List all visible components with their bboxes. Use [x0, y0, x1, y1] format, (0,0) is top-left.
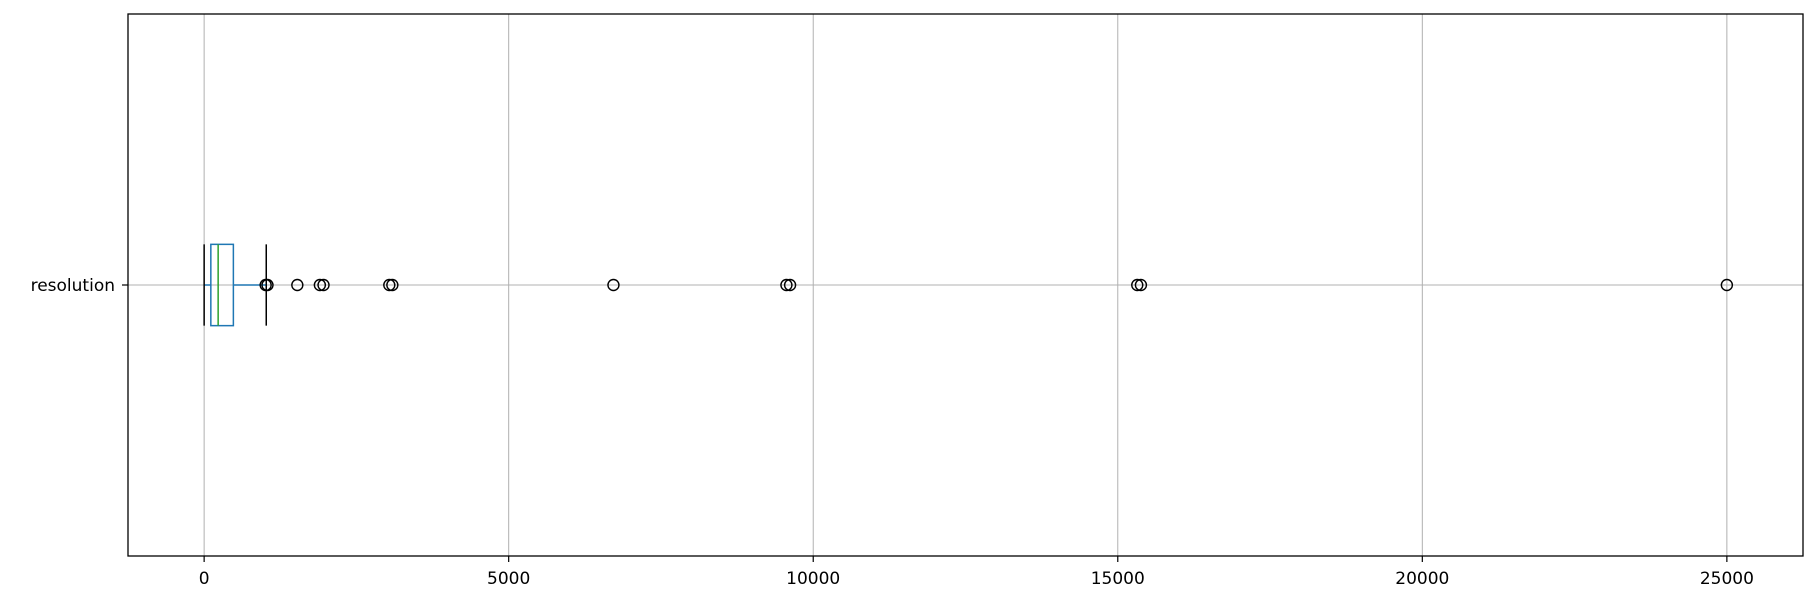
x-tick-label: 20000 [1395, 569, 1449, 589]
outlier-point [291, 278, 304, 292]
box-iqr [210, 243, 235, 327]
outlier-point [780, 278, 793, 292]
outlier-point [1134, 278, 1148, 292]
x-tick-label: 15000 [1091, 569, 1145, 589]
x-tick-label: 10000 [786, 569, 840, 589]
x-tick-label: 25000 [1700, 569, 1754, 589]
outlier-point [261, 278, 274, 292]
boxplot-series [203, 243, 1734, 327]
boxplot-resolution [203, 243, 1734, 327]
outlier-point [607, 278, 620, 292]
outlier-point [1720, 278, 1734, 292]
grid-lines [128, 14, 1803, 556]
outlier-point [386, 278, 399, 292]
y-axis: resolution [31, 276, 128, 296]
x-tick-label: 5000 [487, 569, 530, 589]
outlier-point [313, 278, 327, 292]
outlier-point [317, 278, 330, 292]
outlier-point [1131, 278, 1144, 292]
outlier-point [383, 278, 396, 292]
y-tick-label: resolution [31, 276, 115, 296]
outlier-point [783, 278, 797, 292]
x-tick-label: 0 [199, 569, 210, 589]
x-axis: 0 5000 10000 15000 20000 25000 [199, 556, 1754, 589]
